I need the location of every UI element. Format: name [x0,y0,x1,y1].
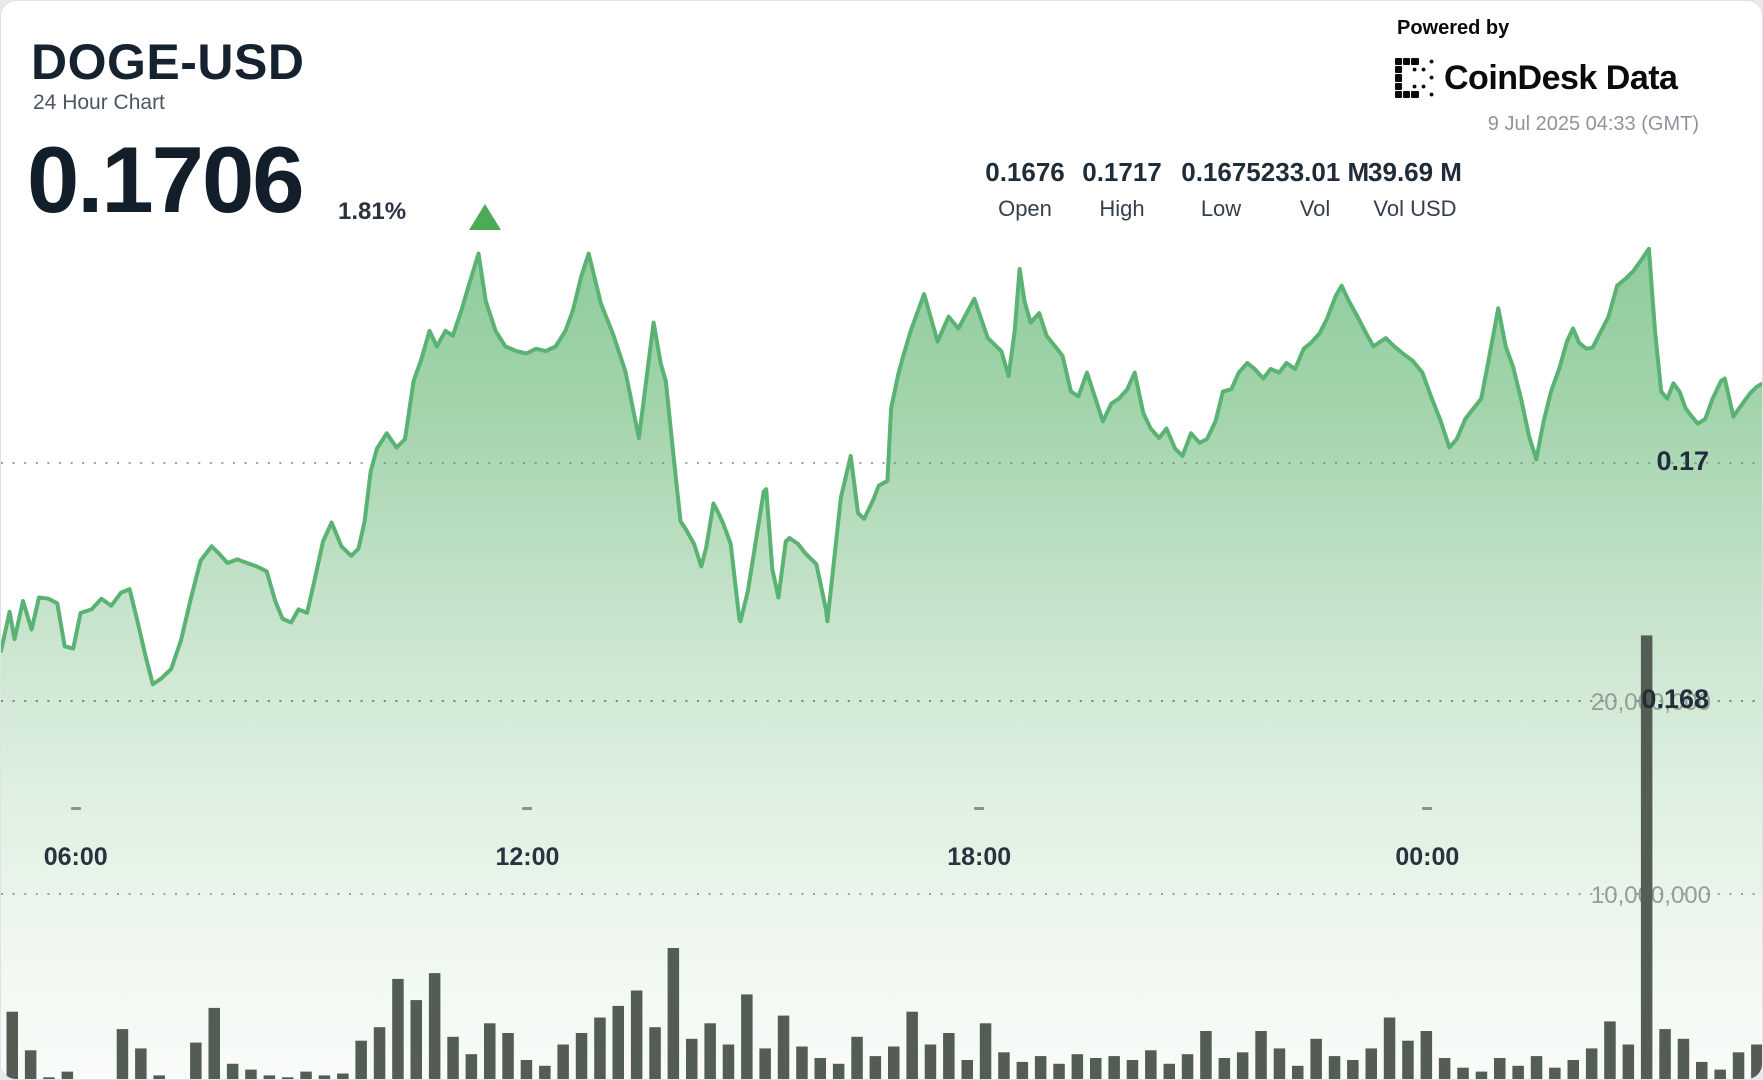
price-area-fill [1,248,1762,1079]
powered-by-label: Powered by [1397,17,1510,39]
ohlc-stats-row: 0.1676 Open 0.1717 High 0.1675 Low 233.0… [901,1,1501,231]
up-arrow-icon [469,204,501,230]
coindesk-data-wordmark: CoinDesk Data [1444,58,1678,97]
stat-vol-value: 233.01 M [1260,157,1370,187]
stat-vol-usd-label: Vol USD [1373,196,1457,221]
current-price: 0.1706 [27,127,305,232]
stat-low: 0.1675 Low [1181,157,1261,222]
chart-range-subtitle: 24 Hour Chart [33,91,165,114]
stat-high-label: High [1099,196,1145,221]
stat-vol-usd-value: 39.69 M [1368,157,1462,187]
coindesk-pixel-icon [1395,58,1435,98]
stat-vol-usd: 39.69 M Vol USD [1368,157,1462,222]
pair-symbol: DOGE-USD [31,34,305,90]
stat-open-label: Open [998,196,1052,221]
stat-vol-label: Vol [1299,196,1331,221]
volume-bars [6,635,1762,1079]
price-line [1,246,1762,687]
price-change-percent: 1.81% [338,198,407,225]
stat-open-value: 0.1676 [985,157,1065,187]
stat-high: 0.1717 High [1082,157,1162,222]
chart-timestamp: 9 Jul 2025 04:33 (GMT) [1487,113,1699,135]
stat-low-label: Low [1200,196,1242,221]
stat-vol: 233.01 M Vol [1261,157,1369,222]
stat-open: 0.1676 Open [985,157,1065,222]
stat-low-value: 0.1675 [1181,157,1261,187]
coindesk-data-logo[interactable]: CoinDesk Data [1395,57,1678,99]
stat-high-value: 0.1717 [1082,157,1162,187]
